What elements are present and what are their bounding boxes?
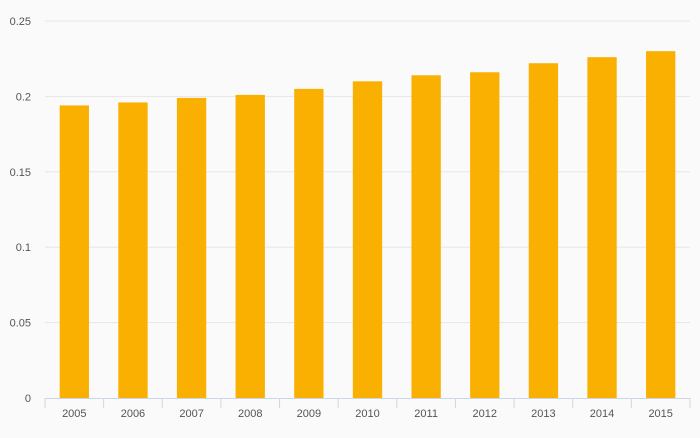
bar-2013 [528,63,559,398]
y-tick-label: 0 [25,393,31,405]
x-axis [44,398,691,408]
x-tick-label: 2012 [473,408,497,420]
x-tick-label: 2005 [62,408,86,420]
bar-series [59,51,676,399]
bar-2012 [470,72,500,398]
x-tick-label: 2013 [531,408,555,420]
x-tick-label: 2008 [238,408,262,420]
y-tick-label: 0.1 [16,242,31,254]
x-tick-label: 2009 [297,408,321,420]
y-tick-label: 0.15 [10,167,31,179]
bar-2011 [411,75,441,399]
y-tick-label: 0.2 [16,91,31,103]
y-tick-label: 0.05 [10,318,31,330]
x-tick-label: 2010 [355,408,379,420]
y-axis-tick-labels: 0 0.05 0.1 0.15 0.2 0.25 [10,16,31,405]
bar-2006 [118,102,148,398]
x-tick-label: 2007 [179,408,203,420]
x-tick-label: 2015 [648,408,672,420]
bar-2015 [646,51,676,398]
bar-2009 [294,88,324,399]
bar-2005 [59,105,89,398]
x-tick-label: 2006 [121,408,145,420]
y-tick-label: 0.25 [10,16,31,28]
x-tick-label: 2011 [414,408,438,420]
x-axis-tick-labels: 2005 2006 2007 2008 2009 2010 2011 2012 2013 2014… [62,408,673,420]
x-tick-label: 2014 [590,408,614,420]
bar-2010 [352,81,383,398]
bar-2008 [235,94,265,398]
bar-2014 [587,57,617,398]
bar-2007 [176,97,207,399]
